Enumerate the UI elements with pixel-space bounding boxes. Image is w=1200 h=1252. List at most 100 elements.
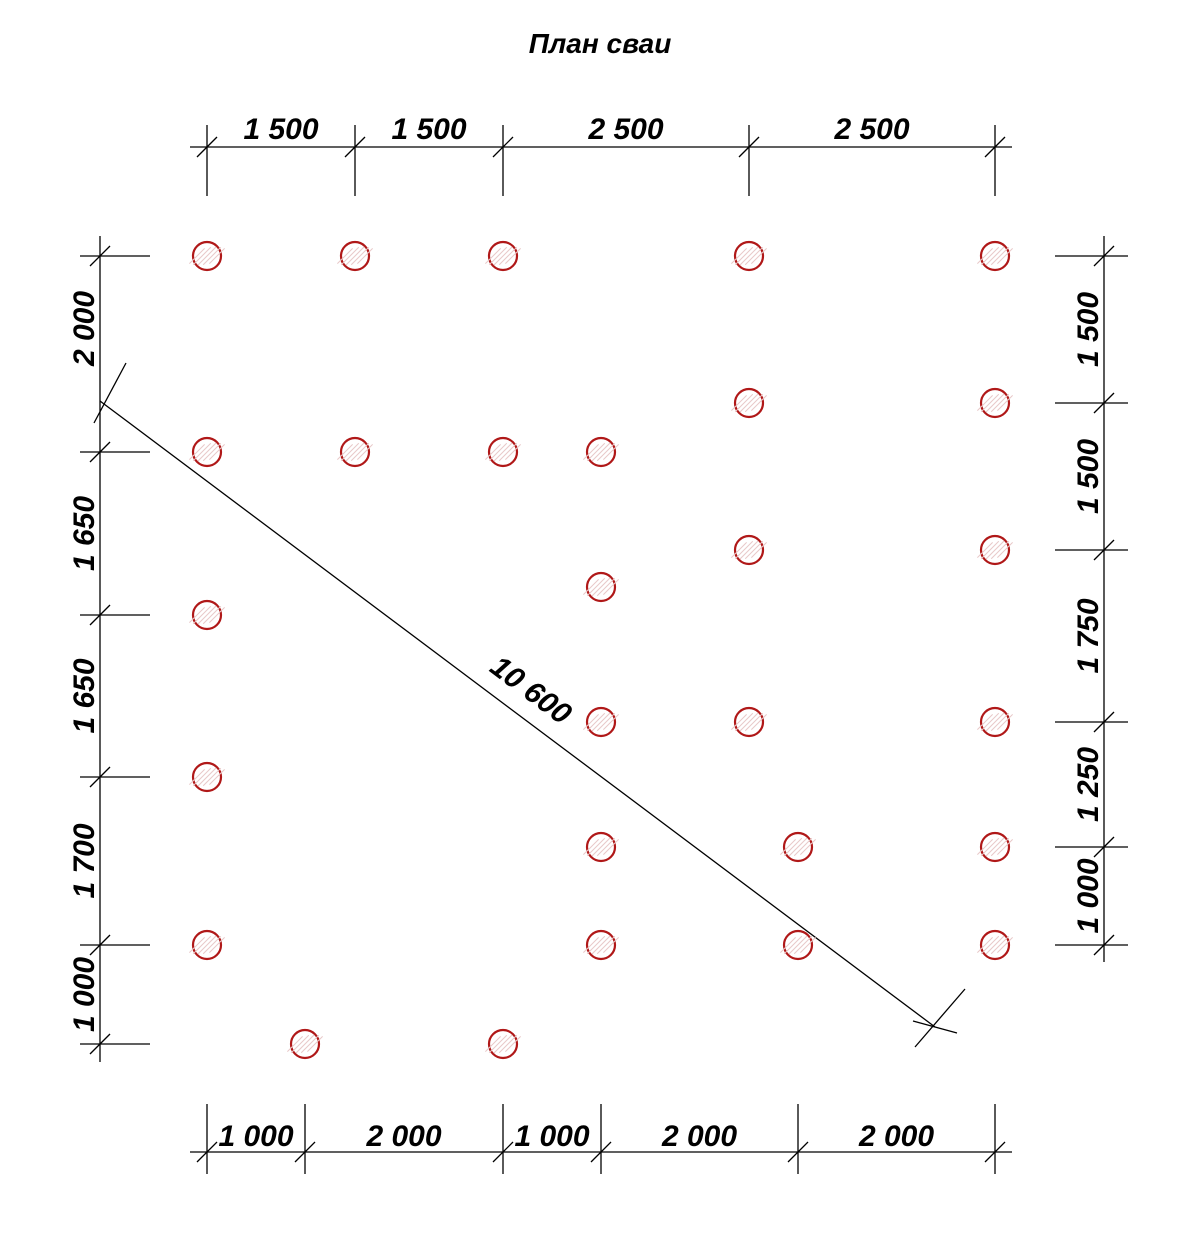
pile-hatch xyxy=(739,712,759,732)
pile-hatch xyxy=(997,248,1013,264)
diagonal-tick xyxy=(912,1020,958,1034)
pile-hatch xyxy=(498,246,518,266)
pile-hatch xyxy=(192,246,212,266)
pile-hatch xyxy=(485,1036,501,1052)
pile-hatch xyxy=(583,579,599,595)
pile-hatch xyxy=(197,767,217,787)
pile-hatch xyxy=(591,712,611,732)
pile-circle xyxy=(977,387,1013,419)
dimension-tick xyxy=(1093,539,1115,561)
pile-hatch xyxy=(287,1036,303,1052)
dimension-tick xyxy=(89,441,111,463)
pile-hatch xyxy=(209,769,225,785)
pile-circle xyxy=(189,761,225,793)
pile-hatch xyxy=(603,839,619,855)
dimension-tick xyxy=(492,1141,514,1163)
pile-hatch xyxy=(300,1034,320,1054)
pile-hatch xyxy=(603,937,619,953)
pile-hatch xyxy=(997,937,1013,953)
pile-hatch xyxy=(485,444,501,460)
top-dimension-label: 1 500 xyxy=(243,113,318,146)
piles xyxy=(189,240,1013,1060)
pile-hatch xyxy=(783,837,803,857)
diagonal-dimension-line xyxy=(99,400,936,1028)
pile-hatch xyxy=(493,442,513,462)
pile-hatch xyxy=(800,839,816,855)
pile-hatch xyxy=(197,246,217,266)
dimension-lines xyxy=(80,125,1128,1174)
dimension-tick xyxy=(196,1141,218,1163)
pile-circle xyxy=(731,387,767,419)
pile-hatch xyxy=(980,393,1000,413)
pile-circle xyxy=(977,706,1013,738)
pile-hatch xyxy=(980,540,1000,560)
dimension-tick xyxy=(1093,245,1115,267)
pile-hatch xyxy=(209,444,225,460)
pile-circle xyxy=(189,599,225,631)
pile-hatch xyxy=(583,444,599,460)
top-dimension-label: 2 500 xyxy=(833,113,909,146)
pile-circle xyxy=(731,534,767,566)
pile-hatch xyxy=(751,248,767,264)
diagonal-dimension-label: 10 600 xyxy=(484,650,577,732)
pile-hatch xyxy=(586,837,606,857)
pile-hatch xyxy=(603,714,619,730)
pile-circle xyxy=(583,436,619,468)
pile-hatch xyxy=(591,577,611,597)
pile-hatch xyxy=(744,712,764,732)
pile-hatch xyxy=(340,246,360,266)
pile-hatch xyxy=(202,246,222,266)
dimension-tick xyxy=(89,245,111,267)
dimension-tick xyxy=(1093,392,1115,414)
pile-hatch xyxy=(357,248,373,264)
diagonal-tick xyxy=(914,988,966,1048)
pile-hatch xyxy=(307,1036,323,1052)
pile-hatch xyxy=(997,542,1013,558)
pile-circle xyxy=(485,1028,521,1060)
pile-hatch xyxy=(977,714,993,730)
pile-hatch xyxy=(345,442,365,462)
dimension-labels: 1 500 1 500 2 500 2 500 1 000 2 000 1 000 2 000… xyxy=(68,113,1105,1153)
pile-hatch xyxy=(997,714,1013,730)
dimension-tick xyxy=(1093,934,1115,956)
pile-hatch xyxy=(731,248,747,264)
pile-hatch xyxy=(731,714,747,730)
pile-hatch xyxy=(591,935,611,955)
pile-circle xyxy=(485,436,521,468)
dimension-tick xyxy=(787,1141,809,1163)
pile-hatch xyxy=(780,839,796,855)
pile-circle xyxy=(583,706,619,738)
pile-hatch xyxy=(202,935,222,955)
pile-hatch xyxy=(985,540,1005,560)
pile-hatch xyxy=(586,935,606,955)
pile-hatch xyxy=(337,444,353,460)
pile-hatch xyxy=(591,837,611,857)
pile-hatch xyxy=(591,442,611,462)
pile-hatch xyxy=(788,935,808,955)
pile-circle xyxy=(977,929,1013,961)
pile-hatch xyxy=(197,935,217,955)
top-dimension-label: 2 500 xyxy=(587,113,663,146)
pile-hatch xyxy=(997,839,1013,855)
dimension-tick xyxy=(984,136,1006,158)
pile-hatch xyxy=(350,442,370,462)
pile-hatch xyxy=(734,393,754,413)
pile-hatch xyxy=(990,935,1010,955)
pile-circle xyxy=(731,706,767,738)
pile-hatch xyxy=(977,937,993,953)
pile-hatch xyxy=(603,579,619,595)
left-dimension-label: 1 000 xyxy=(68,957,101,1032)
right-dimension-label: 1 250 xyxy=(1072,747,1105,822)
pile-hatch xyxy=(734,712,754,732)
pile-hatch xyxy=(295,1034,315,1054)
pile-hatch xyxy=(734,540,754,560)
pile-hatch xyxy=(583,714,599,730)
pile-hatch xyxy=(793,837,813,857)
pile-hatch xyxy=(990,246,1010,266)
dimension-tick xyxy=(1093,711,1115,733)
pile-hatch xyxy=(290,1034,310,1054)
right-dimension-label: 1 000 xyxy=(1072,858,1105,933)
pile-hatch xyxy=(189,769,205,785)
pile-hatch xyxy=(209,937,225,953)
pile-hatch xyxy=(731,542,747,558)
